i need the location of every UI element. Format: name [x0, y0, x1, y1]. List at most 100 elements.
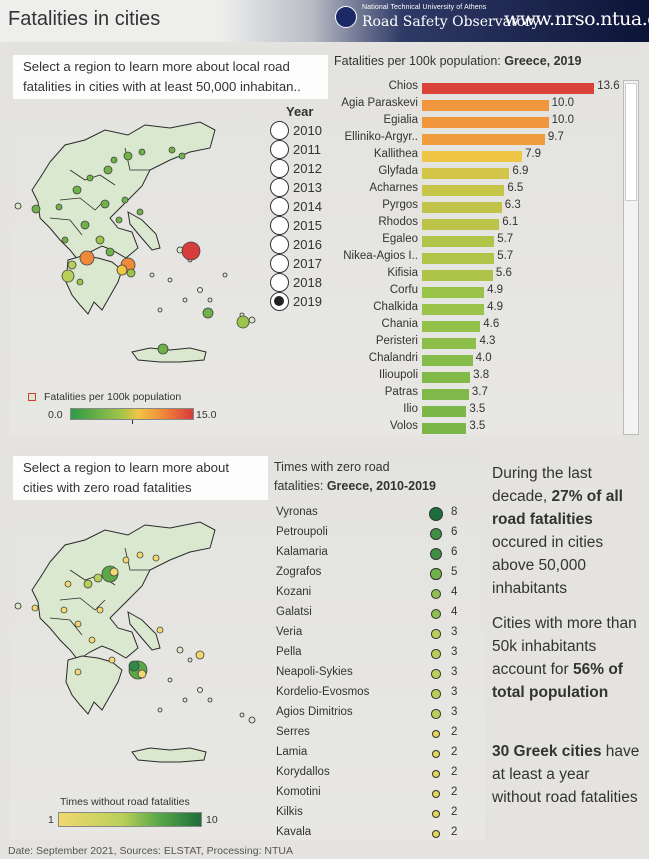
- zero-list-row[interactable]: Kalamaria 6: [276, 544, 466, 564]
- zero-list-row[interactable]: Serres 2: [276, 724, 466, 744]
- year-option-2011[interactable]: 2011: [270, 140, 321, 159]
- year-radio[interactable]: [270, 292, 289, 311]
- zero-list-row[interactable]: Kilkis 2: [276, 804, 466, 824]
- bar-row[interactable]: Egialia 10.0: [330, 114, 620, 131]
- bar-row[interactable]: Kallithea 7.9: [330, 148, 620, 165]
- bar-chart-scroll-thumb[interactable]: [625, 83, 637, 201]
- bar-value-label: 5.6: [495, 267, 512, 279]
- year-option-2015[interactable]: 2015: [270, 216, 322, 235]
- bar-row[interactable]: Agia Paraskevi 10.0: [330, 97, 620, 114]
- year-option-2010[interactable]: 2010: [270, 121, 322, 140]
- bar-row[interactable]: Peristeri 4.3: [330, 335, 620, 352]
- zero-list-city: Agios Dimitrios: [276, 706, 353, 718]
- bar-chart-scrollbar[interactable]: [623, 80, 639, 435]
- zero-list-row[interactable]: Kordelio-Evosmos 3: [276, 684, 466, 704]
- top-legend-gradient: [70, 408, 194, 420]
- bar-row[interactable]: Corfu 4.9: [330, 284, 620, 301]
- bar-mark[interactable]: [422, 338, 477, 349]
- bar-row[interactable]: Chalkida 4.9: [330, 301, 620, 318]
- bar-row[interactable]: Ilio 3.5: [330, 403, 620, 420]
- year-label: 2017: [293, 256, 322, 271]
- bar-city-label: Pyrgos: [382, 199, 418, 211]
- year-radio[interactable]: [270, 235, 289, 254]
- bar-row[interactable]: Rhodos 6.1: [330, 216, 620, 233]
- bar-row[interactable]: Acharnes 6.5: [330, 182, 620, 199]
- bar-mark[interactable]: [422, 151, 523, 162]
- zero-list-row[interactable]: Veria 3: [276, 624, 466, 644]
- zero-list-row[interactable]: Galatsi 4: [276, 604, 466, 624]
- top-greece-map[interactable]: [10, 100, 270, 390]
- zero-list-row[interactable]: Kozani 4: [276, 584, 466, 604]
- bar-mark[interactable]: [422, 389, 469, 400]
- year-radio[interactable]: [270, 178, 289, 197]
- bar-mark[interactable]: [422, 83, 595, 94]
- bar-mark[interactable]: [422, 304, 485, 315]
- year-option-2018[interactable]: 2018: [270, 273, 322, 292]
- bar-mark[interactable]: [422, 219, 500, 230]
- bar-mark[interactable]: [422, 423, 467, 434]
- zero-list-row[interactable]: Pella 3: [276, 644, 466, 664]
- zero-list-row[interactable]: Korydallos 2: [276, 764, 466, 784]
- year-radio[interactable]: [270, 140, 289, 159]
- bar-row[interactable]: Glyfada 6.9: [330, 165, 620, 182]
- year-option-2012[interactable]: 2012: [270, 159, 322, 178]
- bar-row[interactable]: Volos 3.5: [330, 420, 620, 437]
- zero-list-row[interactable]: Komotini 2: [276, 784, 466, 804]
- zero-list-row[interactable]: Neapoli-Sykies 3: [276, 664, 466, 684]
- year-option-2016[interactable]: 2016: [270, 235, 322, 254]
- year-radio[interactable]: [270, 254, 289, 273]
- year-radio[interactable]: [270, 197, 289, 216]
- zero-list-city: Veria: [276, 626, 303, 638]
- year-option-2014[interactable]: 2014: [270, 197, 322, 216]
- zero-list-row[interactable]: Vyronas 8: [276, 504, 466, 524]
- bar-row[interactable]: Chania 4.6: [330, 318, 620, 335]
- bar-mark[interactable]: [422, 134, 545, 145]
- bar-city-label: Elliniko-Argyr..: [344, 131, 419, 143]
- bar-row[interactable]: Egaleo 5.7: [330, 233, 620, 250]
- top-legend-min: 0.0: [48, 409, 63, 421]
- bar-row[interactable]: Ilioupoli 3.8: [330, 369, 620, 386]
- year-radio[interactable]: [270, 159, 289, 178]
- bar-row[interactable]: Chalandri 4.0: [330, 352, 620, 369]
- zero-list-row[interactable]: Zografos 5: [276, 564, 466, 584]
- year-label: 2013: [293, 180, 322, 195]
- city-bubble-chios: [181, 241, 201, 261]
- zero-list-dot: [431, 669, 441, 679]
- bar-value-label: 3.5: [469, 403, 486, 415]
- bar-mark[interactable]: [422, 202, 502, 213]
- bar-mark[interactable]: [422, 406, 467, 417]
- bar-mark[interactable]: [422, 253, 495, 264]
- bar-row[interactable]: Kifisia 5.6: [330, 267, 620, 284]
- bar-mark[interactable]: [422, 185, 505, 196]
- bar-row[interactable]: Chios 13.6: [330, 80, 620, 97]
- bar-mark[interactable]: [422, 321, 481, 332]
- bar-row[interactable]: Pyrgos 6.3: [330, 199, 620, 216]
- bar-mark[interactable]: [422, 372, 471, 383]
- year-option-2017[interactable]: 2017: [270, 254, 322, 273]
- year-option-2013[interactable]: 2013: [270, 178, 322, 197]
- year-radio[interactable]: [270, 273, 289, 292]
- year-option-2019[interactable]: 2019: [270, 292, 322, 311]
- bar-mark[interactable]: [422, 236, 495, 247]
- top-legend-max: 15.0: [196, 409, 217, 421]
- map-region-euboea: [127, 211, 161, 251]
- bottom-greece-map[interactable]: [10, 500, 270, 800]
- zero-list-value: 2: [451, 806, 458, 818]
- year-radio[interactable]: [270, 216, 289, 235]
- bar-mark[interactable]: [422, 355, 473, 366]
- zero-list-row[interactable]: Lamia 2: [276, 744, 466, 764]
- zero-list-row[interactable]: Kavala 2: [276, 824, 466, 840]
- zero-list-row[interactable]: Petroupoli 6: [276, 524, 466, 544]
- bar-mark[interactable]: [422, 287, 485, 298]
- bar-mark[interactable]: [422, 117, 549, 128]
- footer-source: Date: September 2021, Sources: ELSTAT, P…: [8, 845, 293, 857]
- site-url[interactable]: www.nrso.ntua.gr: [504, 8, 649, 30]
- year-radio[interactable]: [270, 121, 289, 140]
- bar-mark[interactable]: [422, 168, 510, 179]
- bar-mark[interactable]: [422, 270, 493, 281]
- bar-row[interactable]: Elliniko-Argyr.. 9.7: [330, 131, 620, 148]
- zero-list-row[interactable]: Agios Dimitrios 3: [276, 704, 466, 724]
- bar-row[interactable]: Patras 3.7: [330, 386, 620, 403]
- bar-mark[interactable]: [422, 100, 549, 111]
- bar-row[interactable]: Nikea-Agios I.. 5.7: [330, 250, 620, 267]
